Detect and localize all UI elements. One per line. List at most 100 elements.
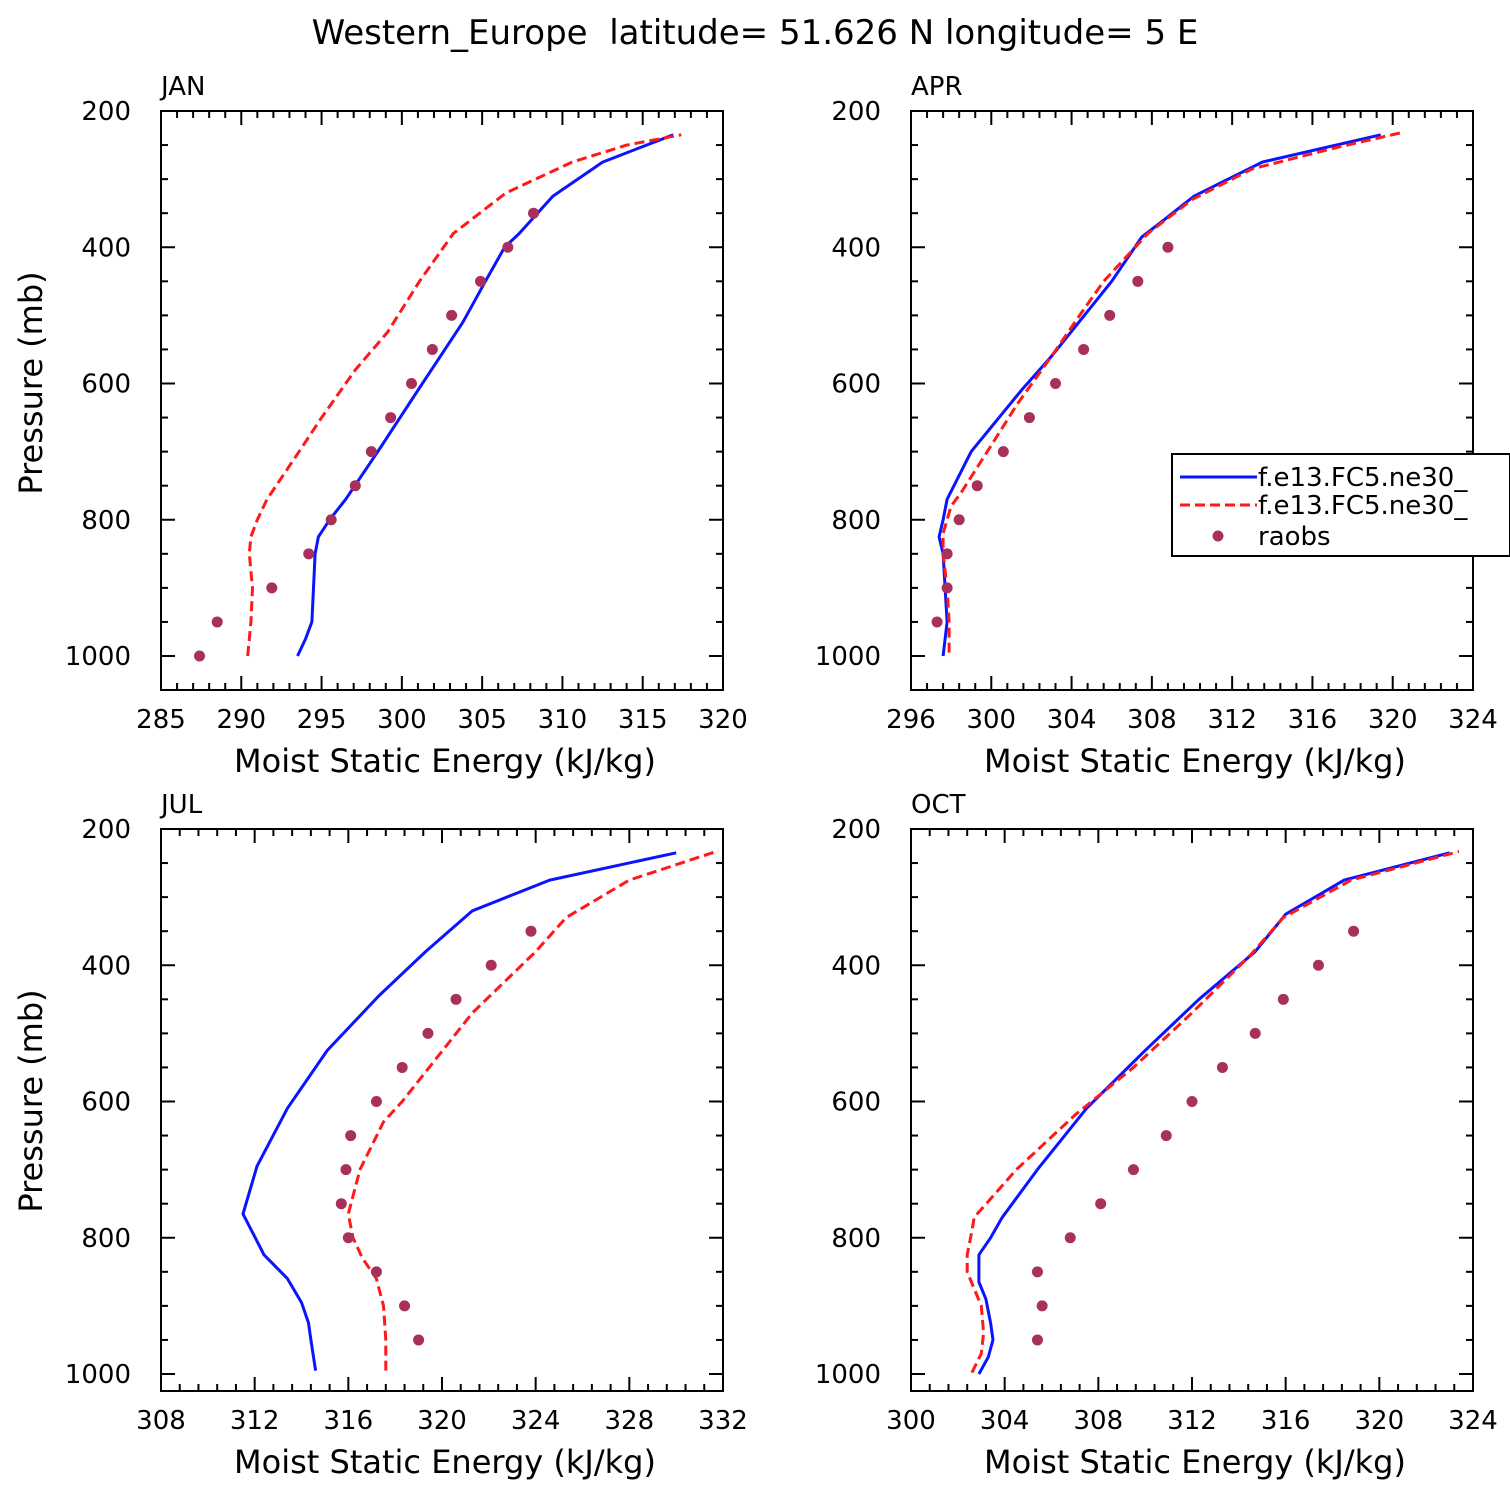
y-tick-label: 200	[81, 815, 131, 845]
raobs-point	[1277, 993, 1289, 1005]
x-tick-label: 320	[1368, 705, 1418, 735]
x-tick-label: 320	[1355, 1406, 1405, 1436]
x-tick-label: 304	[980, 1406, 1030, 1436]
x-tick-label: 308	[136, 1406, 186, 1436]
raobs-point	[342, 1232, 354, 1244]
legend-entry-2: f.e13.FC5.ne30_	[1258, 491, 1468, 521]
panel-jul: 308 312 316 320 324 328 332 200 400 600 800 1000 JUL…	[12, 790, 748, 1481]
x-tick-label: 295	[297, 705, 347, 735]
raobs-point	[303, 548, 315, 560]
raobs-point	[1078, 343, 1090, 355]
y-tick-label: 600	[81, 1088, 131, 1118]
panel-apr: 296 300 304 308 312 316 320 324 200 400 600 800 1000…	[815, 72, 1498, 780]
raobs-point	[1127, 1164, 1139, 1176]
y-tick-label: 400	[81, 951, 131, 981]
legend-entry-3: raobs	[1258, 522, 1331, 552]
raobs-point	[475, 275, 487, 287]
x-tick-label: 300	[377, 705, 427, 735]
panel-jan: 285 290 295 300 305 310 315 320 200 400 600 800 1000…	[12, 72, 748, 780]
raobs-point	[1050, 378, 1062, 389]
legend-swatch-dot	[1212, 530, 1224, 542]
y-axis-label: Pressure (mb)	[12, 989, 50, 1212]
raobs-point	[1348, 925, 1360, 937]
x-tick-label: 308	[1074, 1406, 1124, 1436]
raobs-point	[266, 582, 278, 594]
x-tick-label: 320	[698, 705, 748, 735]
y-tick-label: 400	[81, 233, 131, 263]
series-line-2	[346, 849, 719, 1371]
y-tick-label: 1000	[65, 1360, 131, 1390]
raobs-point	[1249, 1027, 1261, 1039]
x-tick-label: 290	[216, 705, 266, 735]
x-tick-label: 312	[1207, 705, 1257, 735]
series-line-2	[965, 850, 1460, 1374]
raobs-point	[525, 925, 537, 937]
figure-title: Western_Europe latitude= 51.626 N longit…	[312, 13, 1199, 53]
legend: f.e13.FC5.ne30_f.e13.FC5.ne30_raobs	[1171, 453, 1510, 557]
plot-frame	[910, 110, 1474, 691]
y-tick-label: 600	[81, 370, 131, 400]
y-tick-label: 1000	[65, 642, 131, 672]
raobs-point	[931, 616, 943, 628]
plot-frame	[160, 110, 724, 691]
raobs-point	[345, 1130, 357, 1142]
y-tick-label: 1000	[815, 1360, 881, 1390]
raobs-point	[370, 1266, 382, 1278]
raobs-point	[1104, 309, 1116, 321]
y-tick-label: 800	[831, 506, 881, 536]
raobs-point	[1095, 1198, 1107, 1210]
raobs-point	[502, 241, 514, 253]
raobs-point	[325, 514, 337, 526]
raobs-point	[340, 1164, 352, 1176]
raobs-point	[335, 1198, 347, 1210]
raobs-point	[385, 412, 397, 424]
raobs-point	[997, 446, 1009, 458]
raobs-point	[446, 309, 458, 321]
x-tick-label: 304	[1047, 705, 1097, 735]
x-tick-label: 316	[1288, 705, 1338, 735]
raobs-point	[370, 1096, 382, 1107]
x-tick-label: 308	[1127, 705, 1177, 735]
x-tick-label: 320	[417, 1406, 467, 1436]
raobs-point	[1312, 959, 1324, 971]
y-axis-label: Pressure (mb)	[12, 271, 50, 494]
x-tick-label: 316	[324, 1406, 374, 1436]
raobs-point	[413, 1334, 425, 1346]
raobs-point	[971, 480, 983, 492]
raobs-point	[1036, 1300, 1048, 1312]
x-tick-label: 316	[1261, 1406, 1311, 1436]
x-tick-label: 310	[538, 705, 588, 735]
panel-oct: 300 304 308 312 316 320 324 200 400 600 800 1000 OCT…	[815, 790, 1498, 1481]
x-axis-label: Moist Static Energy (kJ/kg)	[234, 742, 656, 780]
x-tick-label: 285	[136, 705, 186, 735]
raobs-point	[941, 548, 953, 560]
y-tick-label: 1000	[815, 642, 881, 672]
x-tick-label: 300	[886, 1406, 936, 1436]
y-tick-label: 400	[831, 233, 881, 263]
legend-entry-1: f.e13.FC5.ne30_	[1258, 463, 1468, 493]
raobs-point	[1216, 1061, 1228, 1073]
raobs-point	[528, 207, 540, 219]
x-axis-label: Moist Static Energy (kJ/kg)	[984, 742, 1406, 780]
panel-label: JAN	[159, 72, 205, 102]
x-tick-label: 324	[1448, 1406, 1498, 1436]
x-tick-label: 315	[618, 705, 668, 735]
x-axis-label: Moist Static Energy (kJ/kg)	[234, 1443, 656, 1481]
raobs-point	[399, 1300, 411, 1312]
x-tick-label: 296	[886, 705, 936, 735]
raobs-point	[1064, 1232, 1076, 1244]
panels: 285 290 295 300 305 310 315 320 200 400 600 800 1000…	[12, 72, 1498, 1481]
raobs-point	[349, 480, 361, 492]
y-tick-label: 600	[831, 1088, 881, 1118]
series-line-1	[296, 133, 674, 657]
raobs-point	[1160, 1130, 1172, 1142]
y-tick-label: 200	[831, 815, 881, 845]
x-tick-label: 324	[1448, 705, 1498, 735]
x-tick-label: 312	[1167, 1406, 1217, 1436]
y-tick-label: 400	[831, 951, 881, 981]
y-tick-label: 800	[831, 1224, 881, 1254]
x-tick-label: 305	[457, 705, 507, 735]
series-line-1	[241, 851, 677, 1371]
raobs-point	[1132, 275, 1144, 287]
